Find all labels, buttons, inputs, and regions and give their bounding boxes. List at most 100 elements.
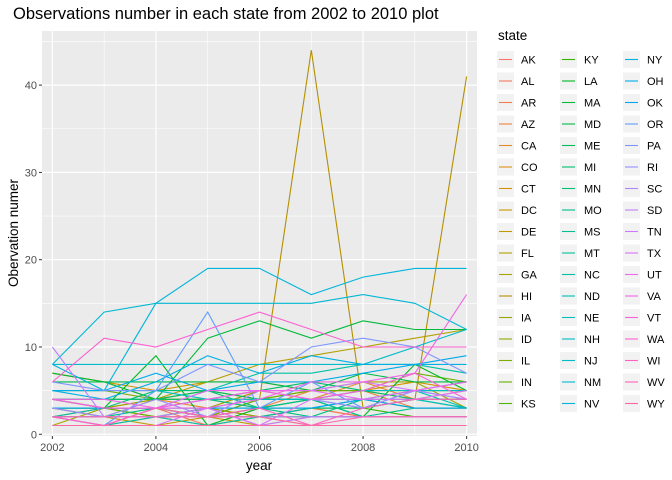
x-tick-label: 2006 [247, 442, 271, 454]
legend-label: ID [521, 334, 532, 346]
x-tick-label: 2010 [454, 442, 478, 454]
legend-item-mn: MN [560, 180, 601, 197]
legend-item-wa: WA [623, 330, 665, 348]
legend-label: OK [647, 98, 664, 110]
legend-label: ND [584, 291, 600, 303]
legend-item-ri: RI [623, 158, 658, 176]
legend-item-hi: HI [497, 287, 532, 305]
series-line-nm [52, 294, 467, 365]
legend-item-pa: PA [623, 137, 662, 154]
legend-label: TX [647, 248, 662, 260]
series-line-vt [52, 372, 467, 409]
legend-label: AR [521, 98, 536, 110]
legend-label: VA [647, 291, 662, 303]
legend-label: KS [521, 399, 536, 411]
legend-label: ME [584, 141, 601, 153]
series-line-wv [52, 416, 467, 427]
legend-label: CA [521, 141, 537, 153]
legend-label: NC [584, 270, 600, 282]
legend-label: LA [584, 76, 598, 88]
series-line-ny [52, 355, 467, 400]
legend-item-nc: NC [560, 266, 600, 283]
legend-label: NJ [584, 356, 597, 368]
legend-label: WA [647, 334, 665, 346]
legend-item-ct: CT [497, 180, 536, 197]
legend-item-nj: NJ [560, 352, 597, 369]
legend-item-ks: KS [497, 395, 536, 412]
legend-label: IN [521, 377, 532, 389]
legend-item-tx: TX [623, 244, 662, 262]
legend-item-ne: NE [560, 309, 599, 326]
series-lines [51, 50, 468, 427]
legend-item-mo: MO [560, 201, 602, 219]
legend-item-ak: AK [497, 51, 536, 68]
legend-item-ma: MA [560, 94, 601, 111]
legend-label: PA [647, 141, 662, 153]
legend-label: HI [521, 291, 532, 303]
legend-item-co: CO [497, 158, 538, 176]
legend-item-ga: GA [497, 266, 538, 283]
legend-label: CO [521, 162, 538, 174]
legend-label: TN [647, 227, 662, 239]
legend-title: state [498, 28, 527, 43]
legend-item-oh: OH [623, 72, 664, 90]
legend-item-wy: WY [623, 395, 665, 412]
legend-label: FL [521, 248, 534, 260]
legend-item-ok: OK [623, 94, 664, 111]
legend-item-ia: IA [497, 309, 532, 326]
legend-label: OR [647, 119, 664, 131]
legend-label: MI [584, 162, 596, 174]
legend-label: SC [647, 184, 662, 196]
legend-item-wi: WI [623, 352, 660, 369]
legend-item-ut: UT [623, 266, 662, 283]
legend-item-va: VA [623, 287, 662, 305]
legend-label: DE [521, 227, 536, 239]
grid-lines [42, 31, 477, 436]
legend-label: MA [584, 98, 601, 110]
legend-label: NY [647, 55, 663, 67]
legend-item-md: MD [560, 115, 601, 133]
legend-item-il: IL [497, 352, 530, 369]
legend-label: OH [647, 76, 664, 88]
legend-item-nv: NV [560, 395, 600, 412]
series-line-wi [52, 398, 467, 427]
legend-item-fl: FL [497, 244, 534, 262]
series-line-nj [52, 328, 467, 365]
legend-label: DC [521, 205, 537, 217]
legend-label: AZ [521, 119, 535, 131]
legend-item-tn: TN [623, 223, 662, 240]
legend-label: WV [647, 377, 665, 389]
series-line-nv [52, 267, 467, 392]
legend-label: MD [584, 119, 601, 131]
y-tick-label: 10 [25, 342, 37, 354]
legend-item-ms: MS [560, 223, 601, 240]
legend-label: KY [584, 55, 599, 67]
y-tick-label: 20 [25, 255, 37, 267]
series-line-pa [52, 337, 467, 392]
legend-item-ca: CA [497, 137, 537, 154]
legend-item-nh: NH [560, 330, 600, 348]
legend-item-ar: AR [497, 94, 536, 111]
series-line-va [52, 294, 468, 409]
legend-label: MT [584, 248, 600, 260]
legend-label: CT [521, 184, 536, 196]
legend-item-me: ME [560, 137, 601, 154]
x-tick-label: 2002 [40, 442, 64, 454]
legend-item-id: ID [497, 330, 532, 348]
legend-label: AK [521, 55, 536, 67]
y-tick-label: 40 [25, 80, 37, 92]
legend-item-de: DE [497, 223, 536, 240]
legend-label: SD [647, 205, 662, 217]
legend-item-vt: VT [623, 309, 661, 326]
legend-item-in: IN [497, 373, 532, 391]
legend-label: IL [521, 356, 530, 368]
series-line-wa [52, 311, 467, 383]
legend-item-al: AL [497, 72, 534, 90]
legend-label: IA [521, 313, 532, 325]
legend-label: NV [584, 399, 600, 411]
legend-item-sc: SC [623, 180, 662, 197]
legend-label: MS [584, 227, 601, 239]
legend-label: RI [647, 162, 658, 174]
y-axis: 0 10 20 30 40 [25, 80, 42, 441]
